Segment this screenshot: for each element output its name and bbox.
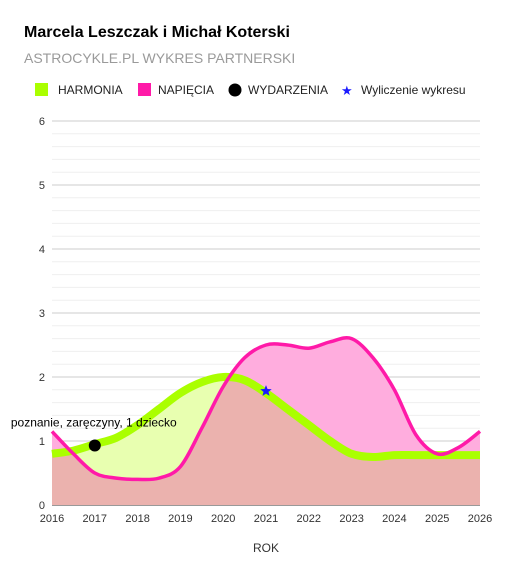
- y-tick-label: 2: [39, 372, 45, 384]
- legend: HARMONIA NAPIĘCIA WYDARZENIA ★ Wyliczeni…: [35, 83, 466, 99]
- y-tick-label: 0: [39, 500, 45, 512]
- x-axis-title: ROK: [253, 541, 279, 555]
- x-tick-label: 2025: [425, 513, 449, 525]
- legend-item-wyliczenie[interactable]: ★ Wyliczenie wykresu: [341, 83, 466, 99]
- event-label: poznanie, zaręczyny, 1 dziecko: [11, 415, 177, 429]
- legend-label-napiecia: NAPIĘCIA: [158, 83, 214, 97]
- x-tick-label: 2021: [254, 513, 278, 525]
- x-tick-label: 2023: [339, 513, 363, 525]
- x-tick-label: 2016: [40, 513, 64, 525]
- x-tick-label: 2022: [297, 513, 321, 525]
- legend-item-napiecia[interactable]: NAPIĘCIA: [138, 83, 214, 97]
- x-tick-label: 2017: [83, 513, 107, 525]
- y-tick-label: 4: [39, 244, 45, 256]
- event-point[interactable]: [88, 439, 101, 452]
- x-tick-label: 2019: [168, 513, 192, 525]
- y-axis-ticks: 0 1 2 3 4 5 6: [39, 116, 45, 512]
- legend-label-wyliczenie: Wyliczenie wykresu: [361, 83, 466, 97]
- x-tick-label: 2018: [125, 513, 149, 525]
- y-tick-label: 6: [39, 116, 45, 128]
- chart-title: Marcela Leszczak i Michał Koterski: [24, 24, 290, 41]
- legend-item-harmonia[interactable]: HARMONIA: [35, 83, 123, 97]
- napiecia-line: [50, 336, 482, 482]
- chart-subtitle: ASTROCYKLE.PL WYKRES PARTNERSKI: [24, 50, 296, 66]
- plot-areas: [52, 337, 480, 505]
- legend-swatch-harmonia: [35, 83, 48, 96]
- y-tick-label: 3: [39, 308, 45, 320]
- legend-item-wydarzenia[interactable]: WYDARZENIA: [228, 83, 329, 97]
- y-tick-label: 1: [39, 436, 45, 448]
- x-axis-ticks: 2016 2017 2018 2019 2020 2021 2022 2023 2024 2025…: [40, 513, 492, 525]
- x-tick-label: 2020: [211, 513, 235, 525]
- calculation-star-icon[interactable]: [260, 385, 272, 396]
- legend-label-wydarzenia: WYDARZENIA: [248, 83, 328, 97]
- x-tick-label: 2026: [468, 513, 492, 525]
- legend-label-harmonia: HARMONIA: [58, 83, 123, 97]
- legend-dot-wydarzenia-icon: [228, 83, 242, 97]
- plot-points: poznanie, zaręczyny, 1 dziecko: [11, 385, 272, 452]
- legend-swatch-napiecia: [138, 83, 151, 96]
- legend-star-icon: ★: [341, 84, 353, 99]
- x-tick-label: 2024: [382, 513, 406, 525]
- y-tick-label: 5: [39, 180, 45, 192]
